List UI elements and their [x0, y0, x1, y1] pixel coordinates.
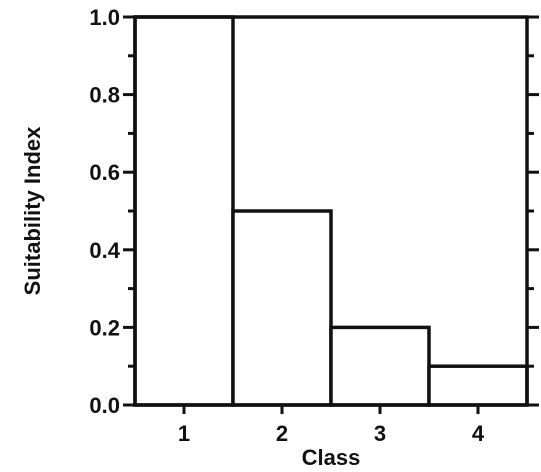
x-tick-label: 3 — [374, 421, 386, 446]
y-tick-label: 0.6 — [89, 160, 120, 185]
y-axis-label: Suitability Index — [20, 126, 45, 295]
x-axis-label: Class — [302, 445, 361, 470]
y-tick-label: 0.0 — [89, 393, 120, 418]
y-tick-label: 0.8 — [89, 83, 120, 108]
y-tick-label: 1.0 — [89, 5, 120, 30]
ticks-group: 0.0 0.2 0.4 0.6 0.8 1.0 1 2 3 4 — [89, 5, 539, 446]
x-tick-label: 1 — [178, 421, 190, 446]
x-tick-label: 4 — [472, 421, 485, 446]
bar-class-2 — [231, 209, 333, 407]
bar-class-3 — [329, 325, 431, 407]
y-tick-label: 0.4 — [89, 238, 120, 263]
bar-class-4 — [427, 364, 529, 407]
bars-group — [133, 15, 529, 407]
x-tick-label: 2 — [276, 421, 288, 446]
bar-class-1 — [133, 15, 235, 407]
y-tick-label: 0.2 — [89, 315, 120, 340]
